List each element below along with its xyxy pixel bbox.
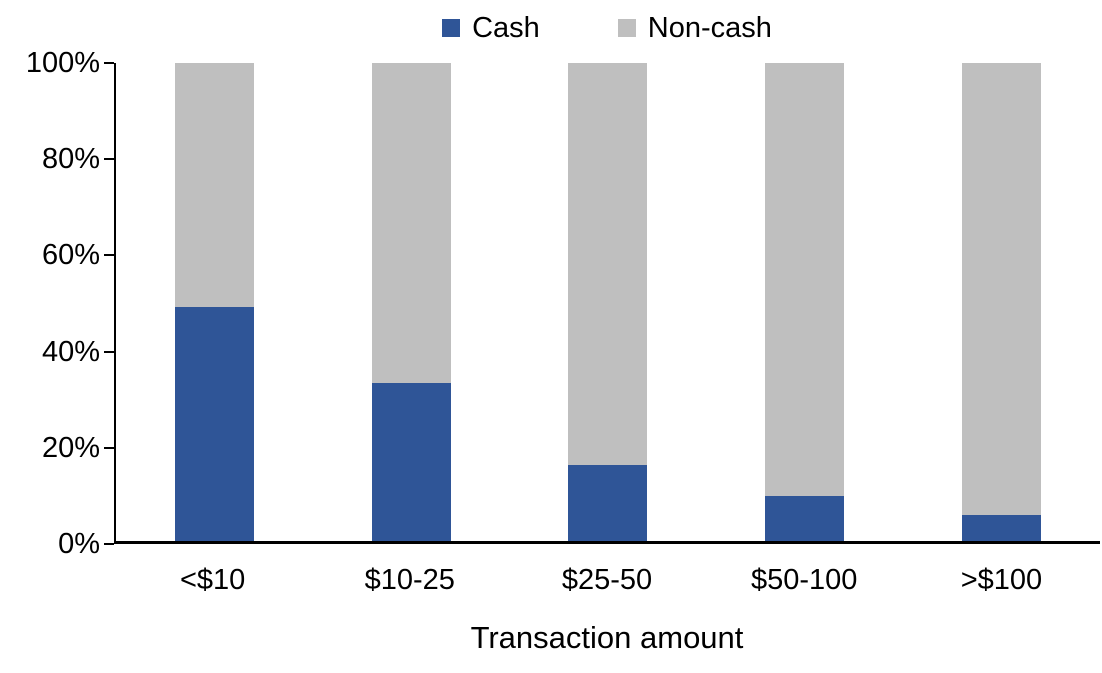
y-axis-tick: [104, 254, 114, 257]
legend-swatch-icon: [617, 19, 636, 37]
x-axis-category-label: >$100: [960, 564, 1043, 596]
x-axis-title: Transaction amount: [470, 620, 744, 655]
x-axis-category-label: $25-50: [561, 564, 653, 596]
y-axis-tick-label: 0%: [58, 528, 100, 560]
bar-segment-non-cash: [765, 63, 845, 496]
legend-swatch-icon: [442, 19, 461, 37]
y-axis-tick-label: 100%: [25, 47, 100, 79]
bar-10: [116, 63, 313, 541]
bar-segment-non-cash: [962, 63, 1042, 515]
bar-segment-cash: [568, 464, 648, 541]
x-axis-labels: <$10 $10-25 $25-50 $50-100 >$100: [114, 560, 1100, 600]
bar-100: [903, 63, 1100, 541]
bars-container: [116, 63, 1100, 541]
bar-10-25: [313, 63, 510, 541]
x-axis-category-label: $10-25: [364, 564, 455, 596]
y-axis-tick: [104, 158, 114, 161]
bar-segment-non-cash: [371, 63, 451, 384]
y-axis-tick-label: 20%: [41, 431, 100, 464]
y-axis-tick-label: 60%: [41, 239, 100, 272]
bar-segment-non-cash: [568, 63, 648, 465]
legend-label: Non-cash: [647, 12, 772, 44]
bar-segment-cash: [371, 383, 451, 541]
y-axis-tick: [104, 350, 114, 353]
y-axis-tick-label: 40%: [41, 335, 100, 368]
x-axis-category-label: <$10: [179, 564, 246, 596]
y-axis-tick-label: 80%: [41, 143, 100, 176]
bar-segment-cash: [962, 514, 1042, 541]
legend-item-non-cash: Non-cash: [617, 10, 772, 46]
plot-area: [104, 62, 1100, 545]
legend: Cash Non-cash: [114, 8, 1100, 48]
y-axis-tick: [104, 446, 114, 449]
bar-50-100: [706, 63, 903, 541]
bar-25-50: [510, 63, 707, 541]
bar-segment-cash: [174, 306, 254, 541]
y-axis-tick: [104, 543, 114, 545]
x-axis-category-label: $50-100: [750, 564, 858, 596]
y-axis-tick: [104, 62, 114, 64]
bar-segment-cash: [765, 495, 845, 541]
legend-label: Cash: [472, 12, 540, 44]
bar-segment-non-cash: [174, 63, 254, 307]
legend-item-cash: Cash: [442, 10, 540, 46]
